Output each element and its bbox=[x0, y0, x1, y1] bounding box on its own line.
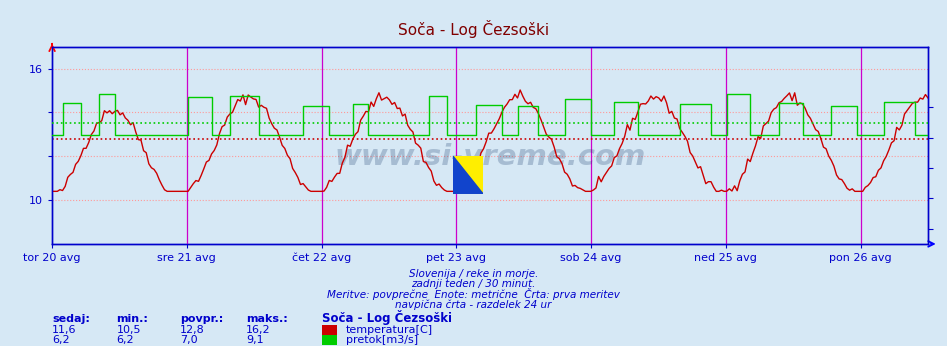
Text: maks.:: maks.: bbox=[246, 315, 288, 325]
Polygon shape bbox=[453, 156, 483, 194]
Text: navpična črta - razdelek 24 ur: navpična črta - razdelek 24 ur bbox=[395, 299, 552, 310]
Text: Meritve: povprečne  Enote: metrične  Črta: prva meritev: Meritve: povprečne Enote: metrične Črta:… bbox=[327, 288, 620, 300]
Text: pretok[m3/s]: pretok[m3/s] bbox=[346, 335, 418, 345]
Text: temperatura[C]: temperatura[C] bbox=[346, 325, 433, 335]
Polygon shape bbox=[453, 156, 483, 194]
Text: Slovenija / reke in morje.: Slovenija / reke in morje. bbox=[409, 269, 538, 279]
Text: povpr.:: povpr.: bbox=[180, 315, 223, 325]
Text: 7,0: 7,0 bbox=[180, 335, 198, 345]
Text: 6,2: 6,2 bbox=[52, 335, 70, 345]
Text: 10,5: 10,5 bbox=[116, 325, 141, 335]
Text: 9,1: 9,1 bbox=[246, 335, 264, 345]
Text: Soča - Log Čezsoški: Soča - Log Čezsoški bbox=[398, 20, 549, 38]
Text: www.si-vreme.com: www.si-vreme.com bbox=[334, 143, 646, 171]
Text: 12,8: 12,8 bbox=[180, 325, 205, 335]
Text: sedaj:: sedaj: bbox=[52, 315, 90, 325]
Text: 16,2: 16,2 bbox=[246, 325, 271, 335]
Text: 11,6: 11,6 bbox=[52, 325, 77, 335]
Text: 6,2: 6,2 bbox=[116, 335, 134, 345]
Text: zadnji teden / 30 minut.: zadnji teden / 30 minut. bbox=[411, 279, 536, 289]
Text: min.:: min.: bbox=[116, 315, 149, 325]
Text: Soča - Log Čezsoški: Soča - Log Čezsoški bbox=[322, 310, 452, 326]
